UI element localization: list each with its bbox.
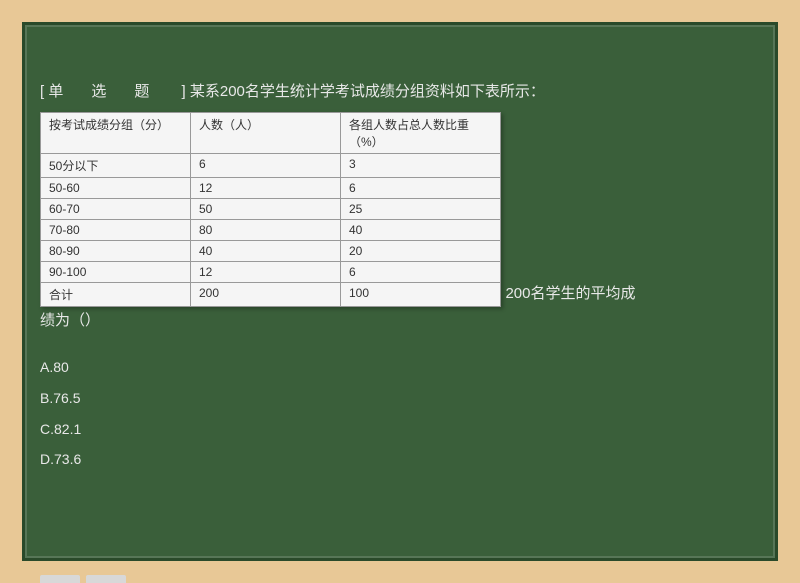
score-table: 按考试成绩分组（分） 人数（人） 各组人数占总人数比重（%） 50分以下 6 3… — [40, 112, 501, 307]
cell: 50-60 — [41, 178, 191, 199]
options-list: A.80 B.76.5 C.82.1 D.73.6 — [40, 352, 760, 475]
cell: 60-70 — [41, 199, 191, 220]
option-a[interactable]: A.80 — [40, 352, 760, 383]
table-row: 90-100 12 6 — [41, 262, 501, 283]
cell: 6 — [191, 154, 341, 178]
cell: 70-80 — [41, 220, 191, 241]
cell: 40 — [191, 241, 341, 262]
cell: 80 — [191, 220, 341, 241]
cell: 50 — [191, 199, 341, 220]
table-header-row: 按考试成绩分组（分） 人数（人） 各组人数占总人数比重（%） — [41, 113, 501, 154]
table-row: 合计 200 100 — [41, 283, 501, 307]
cell: 100 — [341, 283, 501, 307]
cell: 20 — [341, 241, 501, 262]
option-b[interactable]: B.76.5 — [40, 383, 760, 414]
table-row: 80-90 40 20 — [41, 241, 501, 262]
table-row: 50分以下 6 3 — [41, 154, 501, 178]
table-row: 70-80 80 40 — [41, 220, 501, 241]
table-row: 60-70 50 25 — [41, 199, 501, 220]
header-col1: 按考试成绩分组（分） — [41, 113, 191, 154]
cell: 6 — [341, 262, 501, 283]
table-row: 50-60 12 6 — [41, 178, 501, 199]
header-col3: 各组人数占总人数比重（%） — [341, 113, 501, 154]
content-area: [ 单选题 ] 某系200名学生统计学考试成绩分组资料如下表所示： 按考试成绩分… — [40, 40, 760, 543]
bracket-open: [ — [40, 83, 44, 100]
cell: 80-90 — [41, 241, 191, 262]
bottom-tabs — [40, 575, 126, 583]
question-stem-part1: 某系200名学生统计学考试成绩分组资料如下表所示： — [190, 83, 545, 100]
cell: 6 — [341, 178, 501, 199]
cell: 200 — [191, 283, 341, 307]
question-stem-tail: 200名学生的平均成 — [505, 285, 635, 302]
cell: 40 — [341, 220, 501, 241]
cell: 3 — [341, 154, 501, 178]
tab-item — [86, 575, 126, 583]
cell: 合计 — [41, 283, 191, 307]
option-c[interactable]: C.82.1 — [40, 414, 760, 445]
option-d[interactable]: D.73.6 — [40, 444, 760, 475]
question-stem-line2: 绩为（） — [40, 307, 760, 334]
tab-item — [40, 575, 80, 583]
header-col2: 人数（人） — [191, 113, 341, 154]
cell: 12 — [191, 262, 341, 283]
bracket-close: ] — [182, 83, 186, 100]
table-container: 按考试成绩分组（分） 人数（人） 各组人数占总人数比重（%） 50分以下 6 3… — [40, 112, 501, 307]
cell: 50分以下 — [41, 154, 191, 178]
cell: 25 — [341, 199, 501, 220]
cell: 12 — [191, 178, 341, 199]
question-header: [ 单选题 ] 某系200名学生统计学考试成绩分组资料如下表所示： — [40, 80, 760, 104]
cell: 90-100 — [41, 262, 191, 283]
question-type-label: 单选题 — [48, 83, 177, 100]
